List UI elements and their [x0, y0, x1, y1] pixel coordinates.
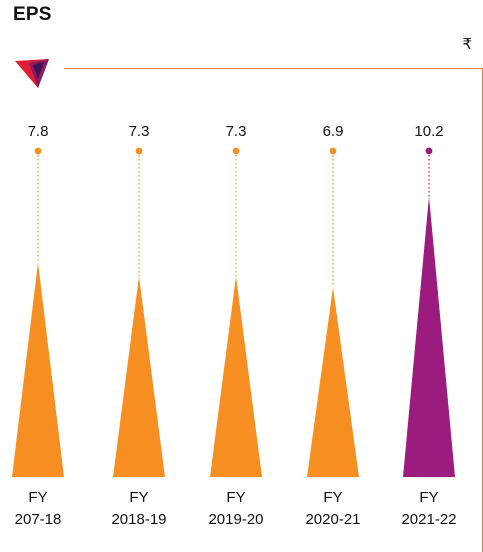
eps-marker-dot [329, 147, 337, 155]
eps-bar [210, 276, 262, 477]
category-label: 2019-20 [208, 511, 263, 528]
category-label: 2018-19 [111, 511, 166, 528]
data-label: 6.9 [323, 123, 344, 140]
eps-marker-dot [34, 147, 42, 155]
currency-unit-label: ₹ [462, 36, 472, 53]
frame-top-border [64, 68, 483, 69]
category-label: FY [323, 489, 342, 506]
category-label: FY [28, 489, 47, 506]
category-label: 207-18 [15, 511, 62, 528]
category-label: 2020-21 [305, 511, 360, 528]
eps-marker-dot [135, 147, 143, 155]
eps-bar [113, 276, 165, 477]
eps-marker-dot [232, 147, 240, 155]
eps-marker-dot [425, 147, 433, 155]
data-label: 7.3 [129, 123, 150, 140]
eps-bar [403, 196, 455, 477]
company-logo-icon [15, 59, 49, 88]
category-label: FY [419, 489, 438, 506]
category-label: FY [226, 489, 245, 506]
eps-bar [12, 262, 64, 477]
category-label: 2021-22 [401, 511, 456, 528]
category-label: FY [129, 489, 148, 506]
chart-title: EPS [13, 4, 52, 25]
data-label: 10.2 [414, 123, 443, 140]
data-label: 7.8 [28, 123, 49, 140]
eps-bar [307, 287, 359, 477]
data-label: 7.3 [226, 123, 247, 140]
